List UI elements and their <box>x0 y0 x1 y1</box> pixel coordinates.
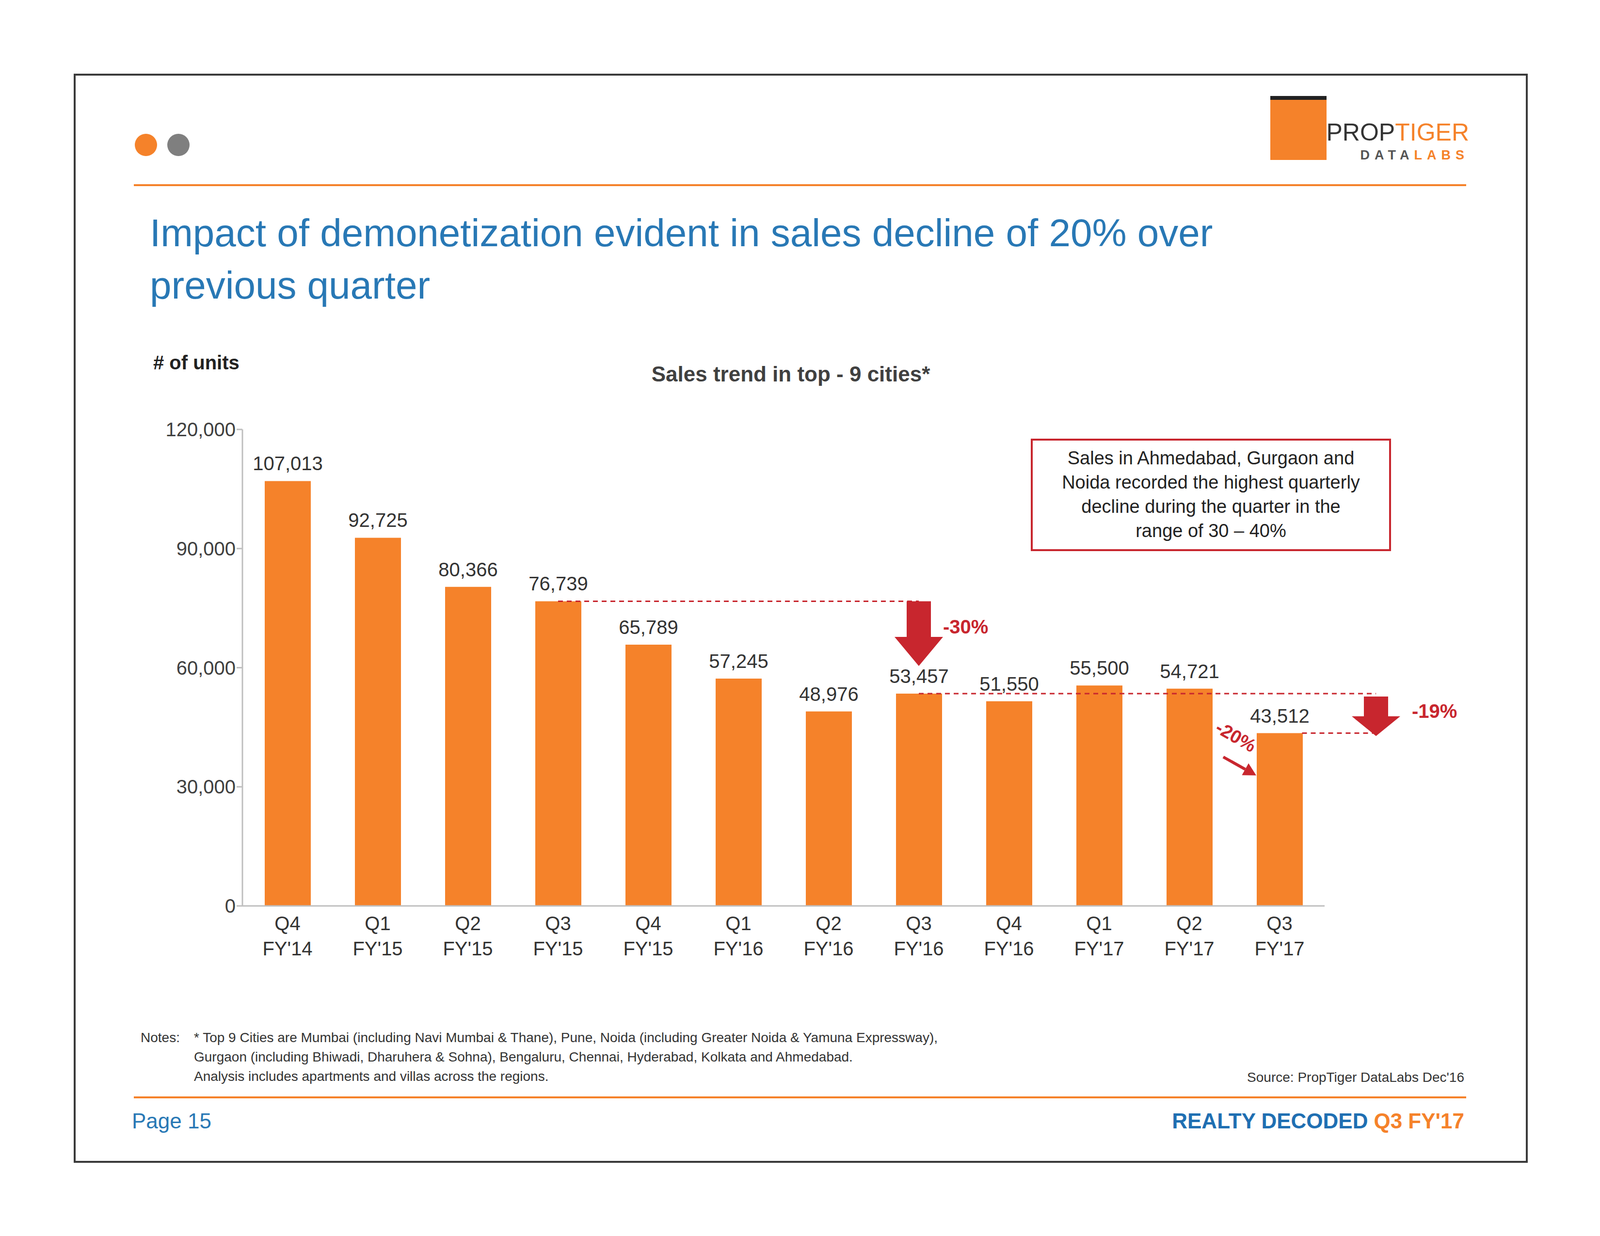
html-text:Gurgaon (including Bhiwadi, Dh: Gurgaon (including Bhiwadi, Dharuhera & … <box>193 1049 853 1065</box>
svg-text:107,013: 107,013 <box>252 452 323 475</box>
html-text:Page 15: Page 15 <box>131 1109 212 1134</box>
html-text:REALTY DECODED Q3 FY'17: REALTY DECODED Q3 FY'17 <box>1172 1109 1465 1134</box>
svg-text:Q1FY'16: Q1FY'16 <box>713 912 764 960</box>
html-text:range of 30 – 40%: range of 30 – 40% <box>1135 520 1287 542</box>
svg-text:76,739: 76,739 <box>528 573 588 595</box>
svg-text:92,725: 92,725 <box>348 509 408 531</box>
svg-text:80,366: 80,366 <box>438 559 498 581</box>
html-text:PROP TIGER: PROP TIGER <box>1326 118 1470 146</box>
svg-text:Q1FY'17: Q1FY'17 <box>1073 912 1124 960</box>
svg-text:Q2FY'17: Q2FY'17 <box>1164 912 1215 960</box>
svg-text:48,976: 48,976 <box>799 683 859 705</box>
svg-text:Q3FY'17: Q3FY'17 <box>1254 912 1305 960</box>
svg-text:54,721: 54,721 <box>1159 660 1219 683</box>
svg-text:65,789: 65,789 <box>618 616 678 639</box>
svg-text:Q4FY'14: Q4FY'14 <box>262 912 313 960</box>
html-text:Sales in Ahmedabad, Gurgaon an: Sales in Ahmedabad, Gurgaon and <box>1067 448 1355 469</box>
svg-text:-30%: -30% <box>943 616 989 638</box>
svg-text:-20%: -20% <box>1212 717 1260 757</box>
svg-text:Q2FY'16: Q2FY'16 <box>803 912 854 960</box>
svg-text:Q4FY'16: Q4FY'16 <box>983 912 1034 960</box>
svg-text:Q3FY'16: Q3FY'16 <box>893 912 944 960</box>
svg-text:30,000: 30,000 <box>176 776 236 798</box>
svg-text:60,000: 60,000 <box>176 657 236 679</box>
html-text:DATA LABS: DATA LABS <box>1360 147 1470 163</box>
html-text:* Top 9 Cities are Mumbai (inc: * Top 9 Cities are Mumbai (including Nav… <box>193 1030 938 1046</box>
svg-text:Q1FY'15: Q1FY'15 <box>352 912 403 960</box>
html-text:# of units: # of units <box>153 352 240 374</box>
svg-text:Q3FY'15: Q3FY'15 <box>532 912 583 960</box>
html-text:previous quarter: previous quarter <box>149 263 431 307</box>
svg-text:55,500: 55,500 <box>1069 657 1129 679</box>
html-text:Source: PropTiger DataLabs Dec: Source: PropTiger DataLabs Dec'16 <box>1247 1070 1465 1086</box>
svg-text:0: 0 <box>224 895 236 917</box>
svg-text:90,000: 90,000 <box>176 538 236 560</box>
svg-text:Q2FY'15: Q2FY'15 <box>442 912 493 960</box>
svg-text:43,512: 43,512 <box>1249 705 1310 727</box>
svg-text:51,550: 51,550 <box>979 673 1039 695</box>
html-text:decline during the quarter in: decline during the quarter in the <box>1081 496 1341 517</box>
svg-text:-19%: -19% <box>1411 700 1457 722</box>
html-text:Sales trend in top - 9 cities*: Sales trend in top - 9 cities* <box>651 362 931 386</box>
svg-text:Q4FY'15: Q4FY'15 <box>623 912 673 960</box>
html-text:Impact of demonetization evide: Impact of demonetization evident in sale… <box>149 211 1213 255</box>
html-text:Notes:: Notes: <box>140 1030 180 1046</box>
html-text:Analysis includes apartments a: Analysis includes apartments and villas … <box>193 1069 549 1085</box>
html-text:Noida recorded the highest qua: Noida recorded the highest quarterly <box>1061 472 1360 493</box>
svg-text:53,457: 53,457 <box>889 665 949 688</box>
svg-text:57,245: 57,245 <box>708 650 768 672</box>
svg-text:120,000: 120,000 <box>165 418 236 441</box>
